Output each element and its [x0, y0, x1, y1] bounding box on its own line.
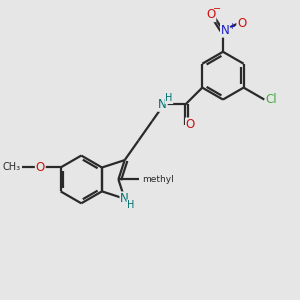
Text: CH₃: CH₃	[3, 163, 21, 172]
Text: O: O	[186, 118, 195, 131]
Text: −: −	[213, 4, 221, 14]
Text: Cl: Cl	[266, 93, 277, 106]
Text: O: O	[206, 8, 215, 21]
Text: N: N	[221, 24, 230, 37]
Text: methyl: methyl	[142, 175, 174, 184]
Text: O: O	[36, 161, 45, 174]
Text: H: H	[165, 93, 172, 103]
Text: N: N	[120, 192, 129, 205]
Text: H: H	[127, 200, 134, 210]
Text: N: N	[158, 98, 167, 111]
Text: O: O	[237, 17, 246, 30]
Text: +: +	[228, 22, 235, 31]
